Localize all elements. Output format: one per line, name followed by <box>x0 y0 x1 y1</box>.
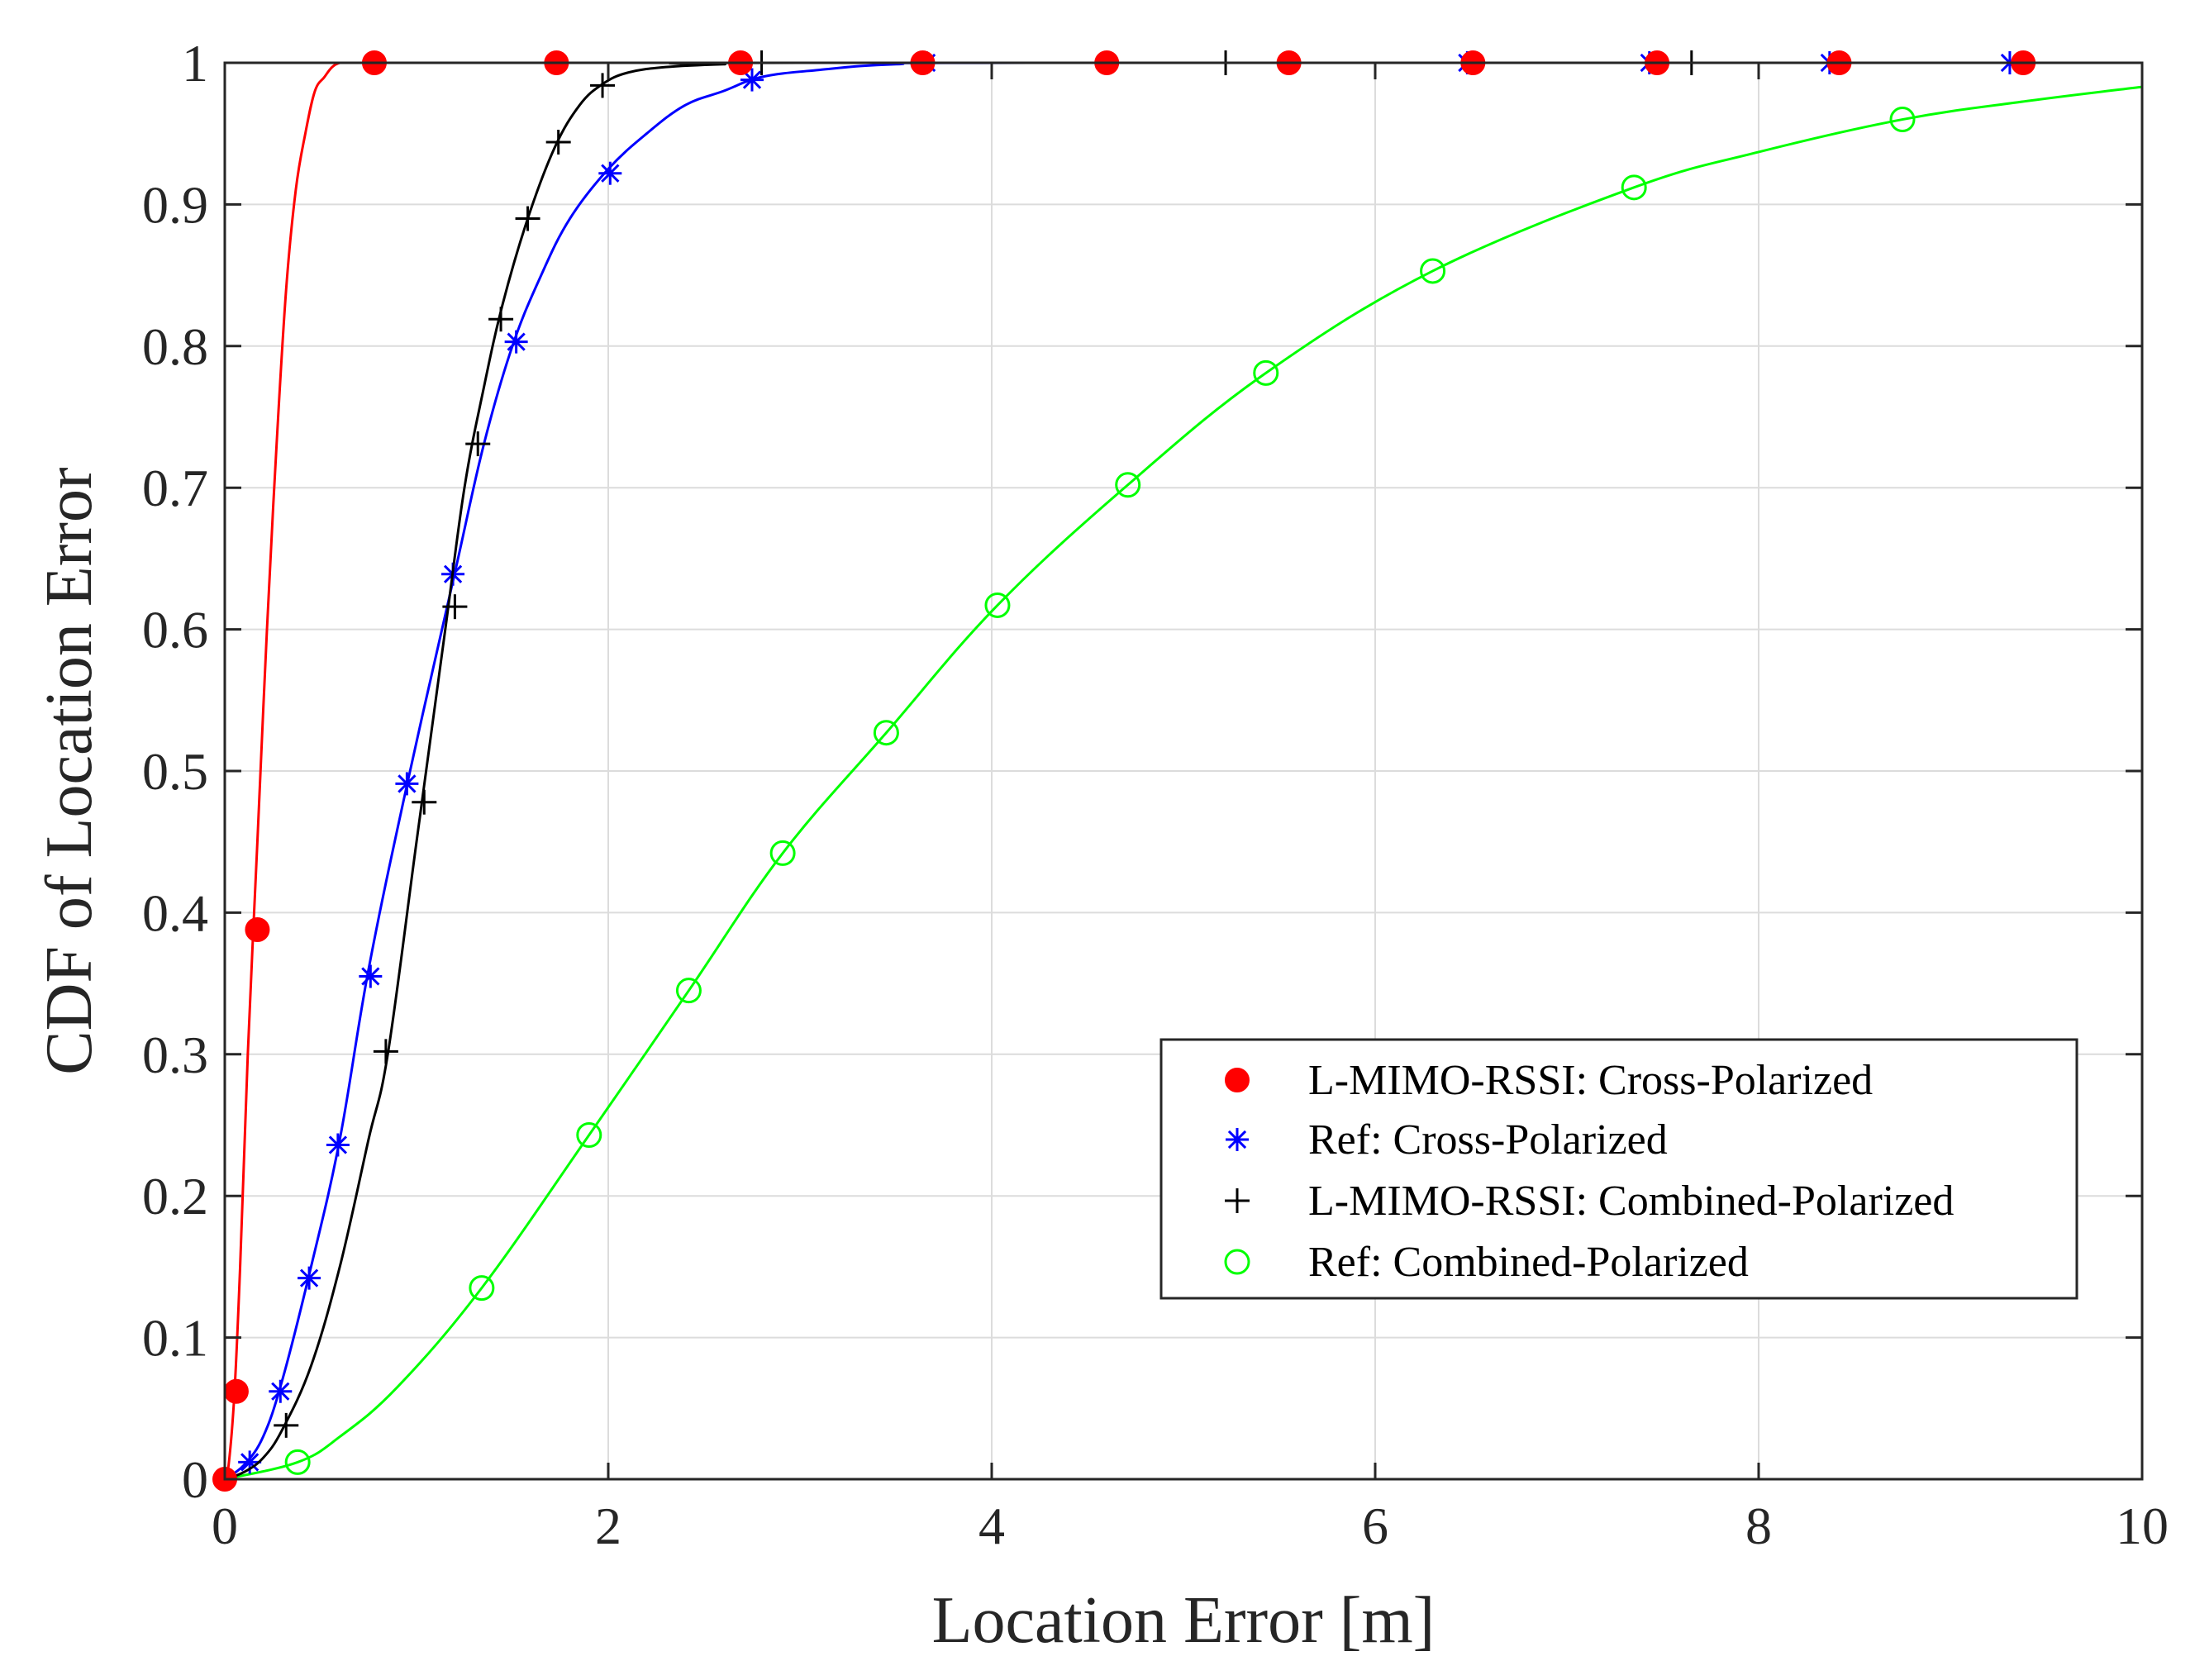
legend-label: L-MIMO-RSSI: Cross-Polarized <box>1308 1057 1873 1104</box>
data-point <box>326 1133 350 1157</box>
data-point <box>298 1266 321 1290</box>
x-tick-label: 10 <box>2116 1497 2169 1555</box>
series-line <box>224 85 2143 1481</box>
legend-entry: Ref: Cross-Polarized <box>1226 1116 1668 1164</box>
y-tick-label: 0 <box>182 1450 208 1509</box>
data-point <box>1621 174 1647 201</box>
data-point <box>269 1379 293 1403</box>
legend-label: Ref: Cross-Polarized <box>1308 1116 1668 1164</box>
data-point <box>223 1378 249 1404</box>
y-tick-label: 0.6 <box>142 601 208 659</box>
data-point <box>488 307 514 332</box>
data-point <box>395 772 419 796</box>
legend-marker <box>1226 1128 1249 1151</box>
data-point <box>1420 258 1446 284</box>
data-point <box>469 1275 495 1302</box>
legend-marker <box>1225 1068 1250 1092</box>
x-tick-label: 2 <box>595 1497 621 1555</box>
y-tick-label: 0.4 <box>142 883 208 942</box>
y-axis-label: CDF of Location Error <box>33 467 106 1074</box>
y-tick-label: 0.2 <box>142 1167 208 1225</box>
y-tick-label: 0.9 <box>142 175 208 234</box>
data-point <box>504 330 528 354</box>
legend-label: L-MIMO-RSSI: Combined-Polarized <box>1308 1178 1954 1225</box>
data-point <box>274 1412 299 1438</box>
data-point <box>590 73 616 98</box>
data-point <box>769 840 796 866</box>
y-tick-label: 0.8 <box>142 317 208 376</box>
legend-marker <box>1225 1188 1250 1213</box>
x-tick-label: 8 <box>1745 1497 1772 1555</box>
data-point <box>1253 359 1279 386</box>
legend-label: Ref: Combined-Polarized <box>1308 1239 1749 1286</box>
x-tick-label: 0 <box>212 1497 238 1555</box>
data-point <box>412 789 437 815</box>
y-tick-label: 0.1 <box>142 1309 208 1368</box>
legend-entry: L-MIMO-RSSI: Combined-Polarized <box>1225 1178 1954 1225</box>
data-point <box>515 206 540 231</box>
legend-marker <box>1224 1249 1250 1275</box>
legend-entry: L-MIMO-RSSI: Cross-Polarized <box>1225 1057 1873 1104</box>
data-point <box>245 916 270 942</box>
y-tick-label: 0.5 <box>142 742 208 801</box>
data-point <box>576 1121 602 1148</box>
legend-entry: Ref: Combined-Polarized <box>1224 1239 1749 1286</box>
data-point <box>465 431 491 457</box>
data-point <box>359 964 383 988</box>
x-tick-label: 6 <box>1362 1497 1388 1555</box>
y-tick-label: 0.7 <box>142 459 208 517</box>
data-point <box>1115 472 1141 498</box>
data-point <box>740 68 764 92</box>
data-point <box>545 129 571 155</box>
data-point <box>442 594 468 620</box>
data-point <box>1889 107 1916 133</box>
series-1 <box>212 50 2142 1492</box>
data-point <box>373 1039 398 1064</box>
y-tick-label: 1 <box>182 34 208 93</box>
data-point <box>984 592 1011 618</box>
legend-box <box>1159 1038 2078 1300</box>
data-point <box>873 720 899 746</box>
x-axis-label: Location Error [m] <box>932 1584 1436 1657</box>
legend: L-MIMO-RSSI: Cross-Polarized Ref: Cross-P… <box>1159 1038 2078 1300</box>
axis-ticks: 0 2 4 6 8 10 0 0.1 0.2 0.3 0.4 0.5 0.6 0.7 0.8 0.9 1 <box>142 34 2169 1555</box>
y-tick-label: 0.3 <box>142 1026 208 1084</box>
data-point <box>675 978 702 1004</box>
data-point <box>598 161 622 185</box>
x-tick-label: 4 <box>978 1497 1005 1555</box>
series-layer <box>212 50 2143 1492</box>
data-point <box>284 1449 311 1475</box>
series-4 <box>224 85 2143 1481</box>
